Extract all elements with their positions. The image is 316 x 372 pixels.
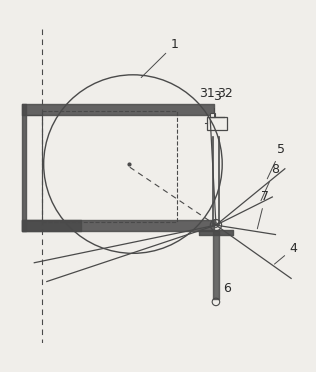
Bar [210, 113, 215, 118]
Bar [207, 117, 227, 129]
Text: 3: 3 [214, 90, 222, 103]
Text: 4: 4 [275, 242, 297, 264]
Text: 1: 1 [141, 38, 179, 77]
Bar [42, 111, 177, 222]
Text: 7: 7 [257, 190, 269, 229]
Text: 31: 31 [199, 87, 215, 100]
Text: 5: 5 [267, 143, 285, 179]
Text: 32: 32 [217, 87, 233, 100]
Text: 6: 6 [223, 282, 231, 295]
Text: 8: 8 [261, 163, 279, 201]
